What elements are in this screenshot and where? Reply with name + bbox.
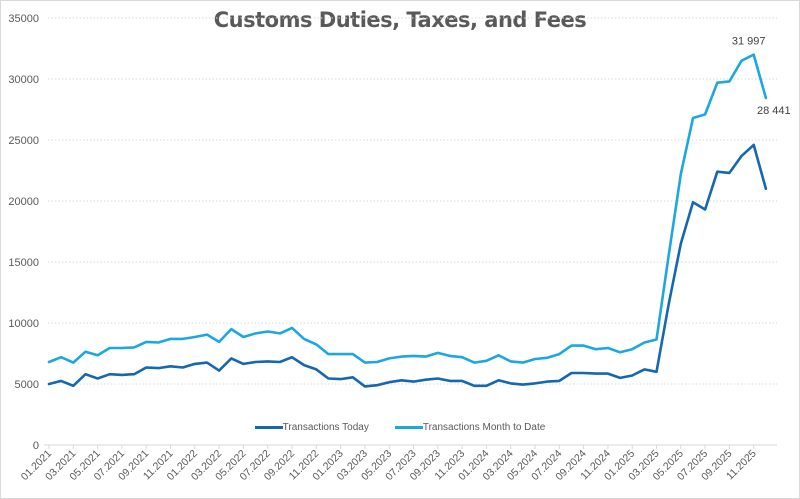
y-tick-label: 0 [33, 440, 39, 452]
legend-swatch-month-to-date [394, 426, 423, 429]
data-label: 31 997 [732, 36, 766, 48]
legend-label: Transactions Month to Date [422, 422, 546, 433]
y-tick-label: 10000 [8, 318, 39, 330]
data-labels: 31 997 28 441 [732, 36, 791, 117]
y-tick-label: 25000 [8, 135, 39, 147]
legend-swatch-today [254, 426, 283, 429]
x-axis: 01.202103.202105.202107.202109.202111.20… [19, 444, 777, 483]
series-lines [47, 53, 768, 388]
gridlines [48, 17, 777, 385]
legend: Transactions Today Transactions Month to… [0, 422, 800, 433]
y-tick-label: 5000 [15, 379, 39, 391]
series-line-transactions-today [47, 143, 768, 388]
legend-item-transactions-month-to-date[interactable]: Transactions Month to Date [394, 422, 546, 433]
legend-item-transactions-today[interactable]: Transactions Today [254, 422, 369, 433]
series-line-transactions-month-to-date [47, 53, 768, 364]
y-tick-label: 20000 [8, 196, 39, 208]
y-tick-label: 15000 [8, 257, 39, 269]
chart-title: Customs Duties, Taxes, and Fees [213, 8, 587, 32]
y-tick-label: 30000 [8, 74, 39, 86]
y-axis-ticks: 0 5000 10000 15000 20000 25000 30000 35000 [8, 13, 39, 452]
data-label: 28 441 [757, 105, 791, 117]
legend-label: Transactions Today [282, 422, 369, 433]
y-tick-label: 35000 [8, 13, 39, 25]
